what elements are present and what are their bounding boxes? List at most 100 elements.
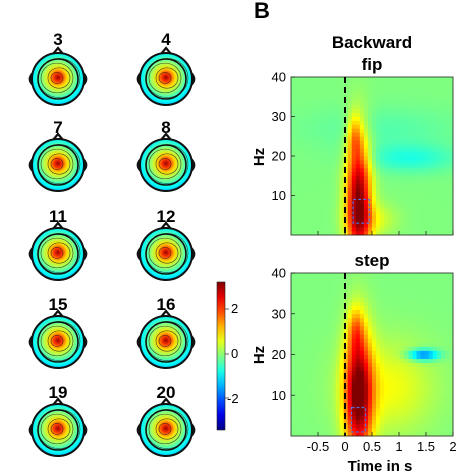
heatmap-cell bbox=[295, 183, 300, 188]
heatmap-cell bbox=[315, 281, 320, 286]
heatmap-cell bbox=[404, 128, 409, 133]
heatmap-cell bbox=[327, 140, 332, 145]
heatmap-cell bbox=[347, 171, 353, 177]
heatmap-cell bbox=[416, 407, 421, 412]
heatmap-cell bbox=[367, 171, 373, 177]
heatmap-cell bbox=[315, 374, 320, 380]
heatmap-cell bbox=[424, 366, 430, 372]
heatmap-cell bbox=[291, 195, 296, 200]
heatmap-cell bbox=[380, 199, 385, 204]
heatmap-cell bbox=[339, 223, 345, 228]
heatmap-cell bbox=[396, 374, 401, 380]
heatmap-cell bbox=[355, 395, 361, 400]
topomap-label: 15 bbox=[49, 295, 68, 314]
heatmap-cell bbox=[396, 285, 401, 290]
heatmap-cell bbox=[372, 80, 377, 86]
heatmap-cell bbox=[351, 350, 357, 355]
heatmap-cell bbox=[428, 231, 434, 236]
heatmap-cell bbox=[291, 423, 296, 429]
heatmap-cell bbox=[424, 77, 430, 82]
heatmap-cell bbox=[359, 289, 365, 294]
heatmap-cell bbox=[367, 140, 373, 145]
heatmap-cell bbox=[367, 423, 373, 429]
heatmap-cell bbox=[315, 313, 320, 319]
heatmap-cell bbox=[347, 120, 353, 125]
heatmap-cell bbox=[311, 325, 316, 331]
heatmap-cell bbox=[331, 211, 336, 216]
heatmap-cell bbox=[359, 175, 365, 181]
heatmap-cell bbox=[307, 354, 312, 359]
heatmap-cell bbox=[355, 195, 361, 200]
heatmap-cell bbox=[440, 330, 446, 335]
heatmap-cell bbox=[404, 84, 409, 90]
heatmap-cell bbox=[299, 92, 304, 98]
heatmap-cell bbox=[367, 362, 373, 368]
heatmap-cell bbox=[363, 167, 369, 173]
x-tick-label: -0.5 bbox=[307, 439, 329, 454]
heatmap-cell bbox=[408, 219, 413, 224]
heatmap-cell bbox=[432, 285, 438, 290]
heatmap-cell bbox=[311, 293, 316, 298]
heatmap-cell bbox=[444, 116, 450, 121]
heatmap-cell bbox=[327, 152, 332, 157]
heatmap-cell bbox=[303, 207, 308, 212]
heatmap-cell bbox=[388, 96, 393, 102]
heatmap-cell bbox=[331, 338, 336, 343]
heatmap-cell bbox=[351, 211, 357, 216]
heatmap-cell bbox=[347, 403, 353, 408]
heatmap-cell bbox=[448, 403, 454, 408]
heatmap-cell bbox=[351, 227, 357, 232]
heatmap-cell bbox=[372, 171, 377, 177]
heatmap-cell bbox=[299, 128, 304, 133]
heatmap-cell bbox=[404, 383, 409, 388]
heatmap-cell bbox=[315, 159, 320, 165]
heatmap-cell bbox=[404, 163, 409, 169]
heatmap-cell bbox=[319, 88, 324, 94]
heatmap-cell bbox=[400, 104, 405, 109]
topomap-label: 7 bbox=[53, 118, 62, 137]
heatmap-cell bbox=[343, 297, 349, 302]
heatmap-cell bbox=[363, 112, 369, 117]
heatmap-cell bbox=[311, 152, 316, 157]
heatmap-cell bbox=[432, 219, 438, 224]
heatmap-cells bbox=[291, 273, 454, 437]
heatmap-cell bbox=[367, 92, 373, 98]
heatmap-cell bbox=[339, 427, 345, 433]
heatmap-cell bbox=[343, 223, 349, 228]
heatmap-cell bbox=[376, 281, 381, 286]
heatmap-cell bbox=[303, 354, 308, 359]
heatmap-cell bbox=[400, 128, 405, 133]
heatmap-cell bbox=[376, 411, 381, 417]
heatmap-cell bbox=[323, 305, 328, 311]
heatmap-cell bbox=[351, 342, 357, 347]
heatmap-cell bbox=[311, 179, 316, 185]
heatmap-cell bbox=[404, 285, 409, 290]
heatmap-cell bbox=[331, 293, 336, 298]
heatmap-cell bbox=[448, 92, 454, 98]
heatmap-cell bbox=[408, 187, 413, 192]
heatmap-cell bbox=[432, 195, 438, 200]
heatmap-cell bbox=[412, 144, 417, 149]
heatmap-cell bbox=[388, 419, 393, 425]
heatmap-cell bbox=[436, 219, 442, 224]
heatmap-cell bbox=[396, 419, 401, 425]
heatmap-cell bbox=[367, 301, 373, 306]
heatmap-cell bbox=[303, 362, 308, 368]
heatmap-cell bbox=[448, 104, 454, 109]
heatmap-cell bbox=[408, 80, 413, 86]
heatmap-cell bbox=[359, 378, 365, 384]
heatmap-cell bbox=[448, 346, 454, 351]
heatmap-cell bbox=[408, 231, 413, 236]
heatmap-cell bbox=[440, 179, 446, 185]
heatmap-cell bbox=[351, 171, 357, 177]
heatmap-cell bbox=[384, 395, 389, 400]
y-tick-label: 10 bbox=[272, 188, 286, 203]
heatmap-cell bbox=[347, 395, 353, 400]
heatmap-cell bbox=[372, 223, 377, 228]
heatmap-cell bbox=[315, 195, 320, 200]
heatmap-cell bbox=[388, 313, 393, 319]
heatmap-cell bbox=[311, 132, 316, 137]
heatmap-cell bbox=[420, 132, 426, 137]
heatmap-cell bbox=[319, 281, 324, 286]
heatmap-cell bbox=[355, 346, 361, 351]
